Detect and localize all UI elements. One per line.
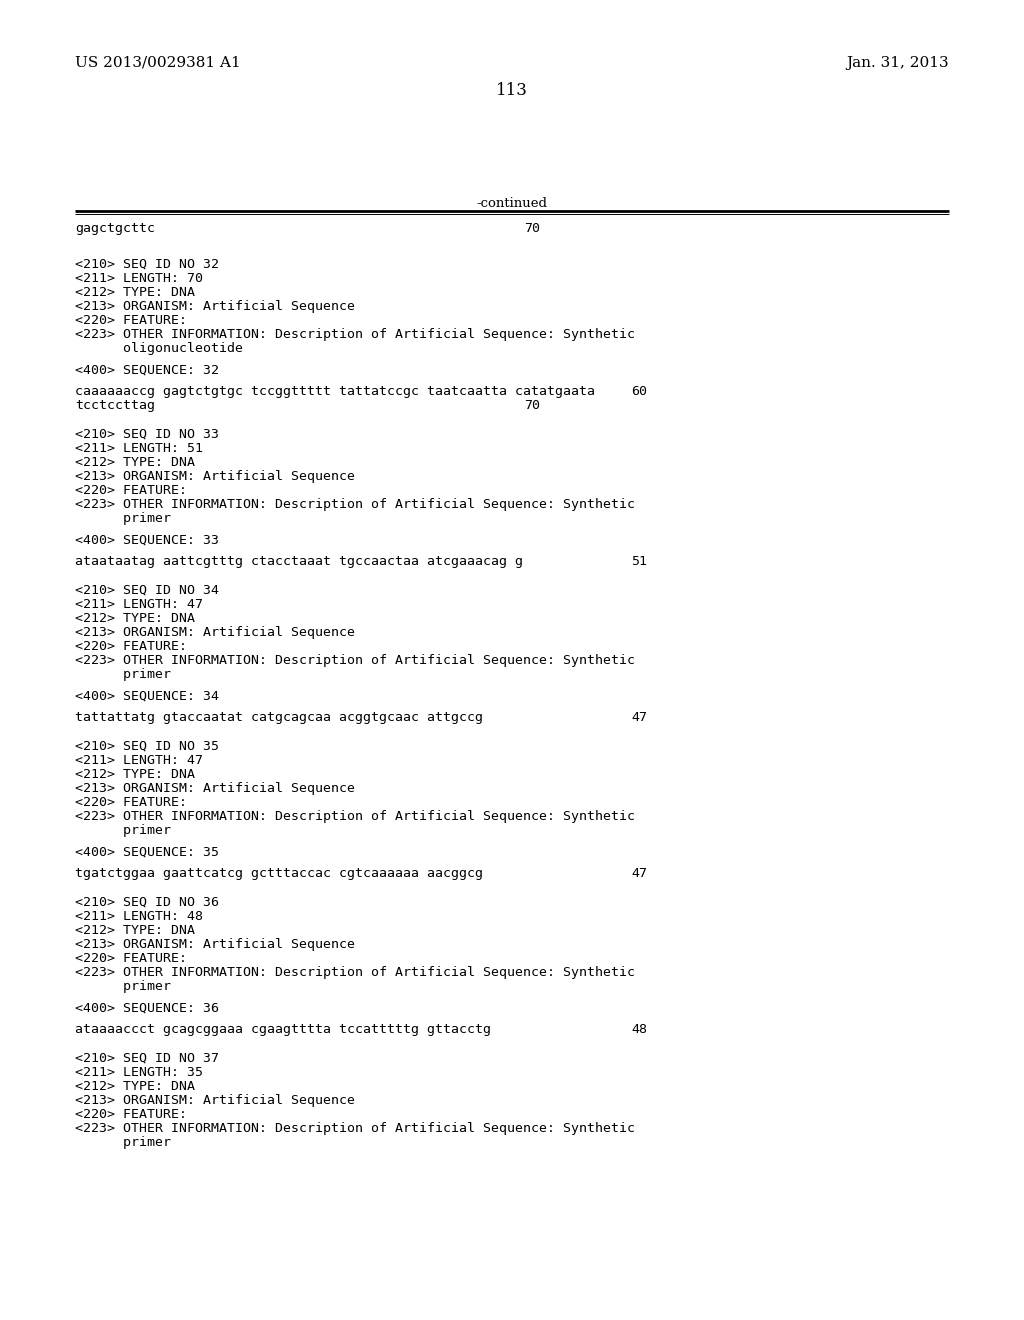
Text: <211> LENGTH: 70: <211> LENGTH: 70 [75, 272, 203, 285]
Text: <220> FEATURE:: <220> FEATURE: [75, 796, 187, 809]
Text: <210> SEQ ID NO 33: <210> SEQ ID NO 33 [75, 428, 219, 441]
Text: gagctgcttc: gagctgcttc [75, 222, 155, 235]
Text: <211> LENGTH: 35: <211> LENGTH: 35 [75, 1067, 203, 1078]
Text: <213> ORGANISM: Artificial Sequence: <213> ORGANISM: Artificial Sequence [75, 470, 355, 483]
Text: 48: 48 [631, 1023, 647, 1036]
Text: 47: 47 [631, 867, 647, 880]
Text: <220> FEATURE:: <220> FEATURE: [75, 314, 187, 327]
Text: -continued: -continued [476, 197, 548, 210]
Text: primer: primer [75, 668, 171, 681]
Text: <210> SEQ ID NO 35: <210> SEQ ID NO 35 [75, 741, 219, 752]
Text: primer: primer [75, 979, 171, 993]
Text: tgatctggaa gaattcatcg gctttaccac cgtcaaaaaa aacggcg: tgatctggaa gaattcatcg gctttaccac cgtcaaa… [75, 867, 483, 880]
Text: <212> TYPE: DNA: <212> TYPE: DNA [75, 768, 195, 781]
Text: <223> OTHER INFORMATION: Description of Artificial Sequence: Synthetic: <223> OTHER INFORMATION: Description of … [75, 966, 635, 979]
Text: <210> SEQ ID NO 32: <210> SEQ ID NO 32 [75, 257, 219, 271]
Text: <400> SEQUENCE: 32: <400> SEQUENCE: 32 [75, 364, 219, 378]
Text: <220> FEATURE:: <220> FEATURE: [75, 952, 187, 965]
Text: <400> SEQUENCE: 33: <400> SEQUENCE: 33 [75, 535, 219, 546]
Text: primer: primer [75, 824, 171, 837]
Text: <212> TYPE: DNA: <212> TYPE: DNA [75, 612, 195, 624]
Text: 51: 51 [631, 554, 647, 568]
Text: <211> LENGTH: 51: <211> LENGTH: 51 [75, 442, 203, 455]
Text: Jan. 31, 2013: Jan. 31, 2013 [847, 55, 949, 70]
Text: caaaaaaccg gagtctgtgc tccggttttt tattatccgc taatcaatta catatgaata: caaaaaaccg gagtctgtgc tccggttttt tattatc… [75, 385, 595, 399]
Text: 70: 70 [524, 399, 540, 412]
Text: <212> TYPE: DNA: <212> TYPE: DNA [75, 286, 195, 300]
Text: tattattatg gtaccaatat catgcagcaa acggtgcaac attgccg: tattattatg gtaccaatat catgcagcaa acggtgc… [75, 711, 483, 723]
Text: primer: primer [75, 1137, 171, 1148]
Text: ataaaaccct gcagcggaaa cgaagtttta tccatttttg gttacctg: ataaaaccct gcagcggaaa cgaagtttta tccattt… [75, 1023, 490, 1036]
Text: tcctccttag: tcctccttag [75, 399, 155, 412]
Text: <400> SEQUENCE: 36: <400> SEQUENCE: 36 [75, 1002, 219, 1015]
Text: <210> SEQ ID NO 37: <210> SEQ ID NO 37 [75, 1052, 219, 1065]
Text: primer: primer [75, 512, 171, 525]
Text: <211> LENGTH: 48: <211> LENGTH: 48 [75, 909, 203, 923]
Text: <220> FEATURE:: <220> FEATURE: [75, 1107, 187, 1121]
Text: <400> SEQUENCE: 35: <400> SEQUENCE: 35 [75, 846, 219, 859]
Text: <211> LENGTH: 47: <211> LENGTH: 47 [75, 598, 203, 611]
Text: <213> ORGANISM: Artificial Sequence: <213> ORGANISM: Artificial Sequence [75, 781, 355, 795]
Text: <211> LENGTH: 47: <211> LENGTH: 47 [75, 754, 203, 767]
Text: <400> SEQUENCE: 34: <400> SEQUENCE: 34 [75, 690, 219, 704]
Text: 113: 113 [496, 82, 528, 99]
Text: <213> ORGANISM: Artificial Sequence: <213> ORGANISM: Artificial Sequence [75, 939, 355, 950]
Text: <223> OTHER INFORMATION: Description of Artificial Sequence: Synthetic: <223> OTHER INFORMATION: Description of … [75, 653, 635, 667]
Text: <213> ORGANISM: Artificial Sequence: <213> ORGANISM: Artificial Sequence [75, 626, 355, 639]
Text: 60: 60 [631, 385, 647, 399]
Text: <213> ORGANISM: Artificial Sequence: <213> ORGANISM: Artificial Sequence [75, 1094, 355, 1107]
Text: <210> SEQ ID NO 34: <210> SEQ ID NO 34 [75, 583, 219, 597]
Text: <223> OTHER INFORMATION: Description of Artificial Sequence: Synthetic: <223> OTHER INFORMATION: Description of … [75, 1122, 635, 1135]
Text: 47: 47 [631, 711, 647, 723]
Text: oligonucleotide: oligonucleotide [75, 342, 243, 355]
Text: ataataatag aattcgtttg ctacctaaat tgccaactaa atcgaaacag g: ataataatag aattcgtttg ctacctaaat tgccaac… [75, 554, 523, 568]
Text: <212> TYPE: DNA: <212> TYPE: DNA [75, 924, 195, 937]
Text: <212> TYPE: DNA: <212> TYPE: DNA [75, 1080, 195, 1093]
Text: <212> TYPE: DNA: <212> TYPE: DNA [75, 455, 195, 469]
Text: 70: 70 [524, 222, 540, 235]
Text: US 2013/0029381 A1: US 2013/0029381 A1 [75, 55, 241, 70]
Text: <213> ORGANISM: Artificial Sequence: <213> ORGANISM: Artificial Sequence [75, 300, 355, 313]
Text: <223> OTHER INFORMATION: Description of Artificial Sequence: Synthetic: <223> OTHER INFORMATION: Description of … [75, 810, 635, 822]
Text: <223> OTHER INFORMATION: Description of Artificial Sequence: Synthetic: <223> OTHER INFORMATION: Description of … [75, 327, 635, 341]
Text: <220> FEATURE:: <220> FEATURE: [75, 640, 187, 653]
Text: <223> OTHER INFORMATION: Description of Artificial Sequence: Synthetic: <223> OTHER INFORMATION: Description of … [75, 498, 635, 511]
Text: <210> SEQ ID NO 36: <210> SEQ ID NO 36 [75, 896, 219, 909]
Text: <220> FEATURE:: <220> FEATURE: [75, 484, 187, 498]
